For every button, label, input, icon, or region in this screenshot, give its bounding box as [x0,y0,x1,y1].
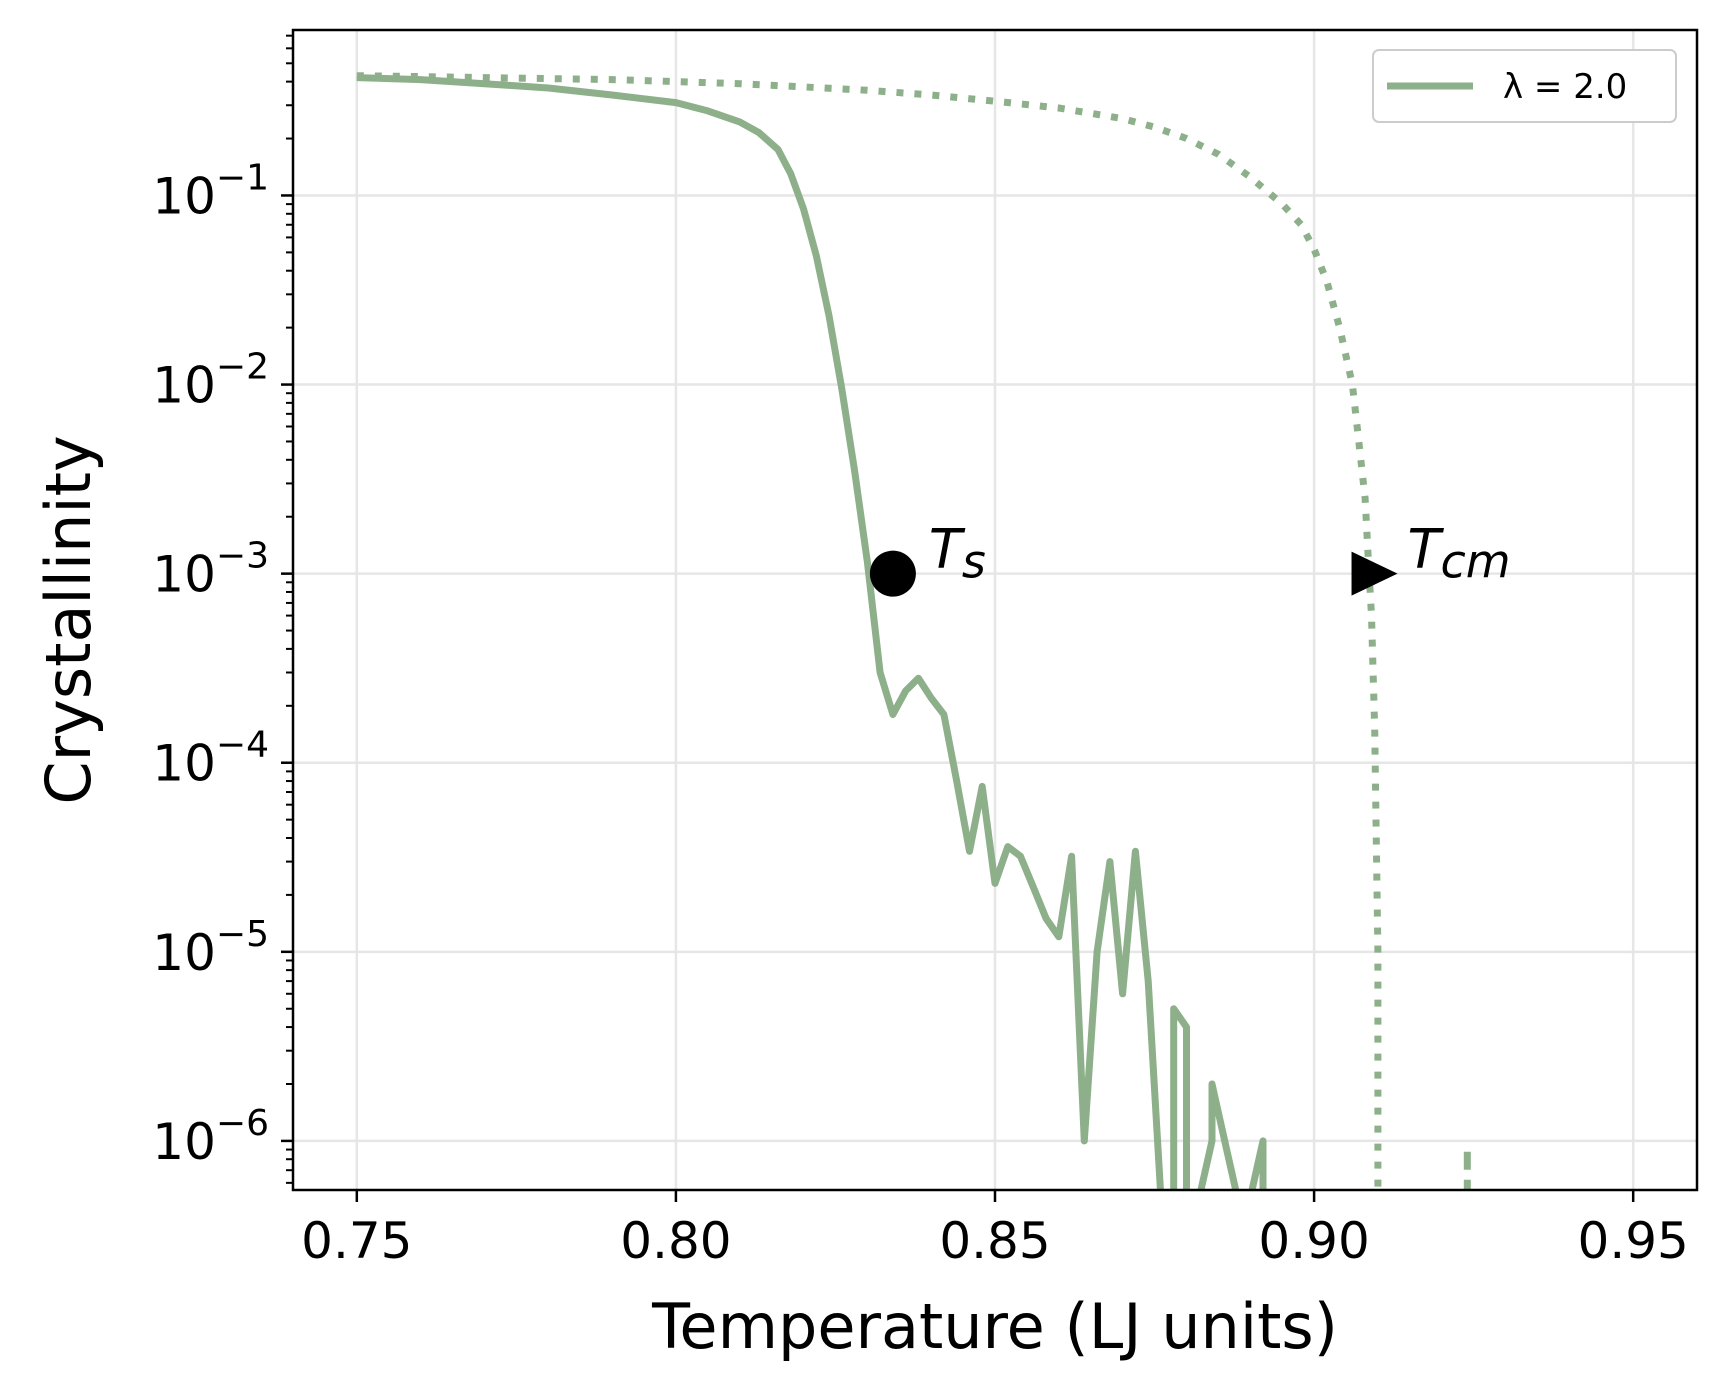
grid-layer [293,30,1697,1190]
y-tick-exponent: −6 [216,1103,269,1144]
marker-label-main: T [1408,518,1445,581]
x-tick-label: 0.80 [620,1212,731,1270]
y-tick-base: 10 [152,167,216,225]
marker-label-sub: s [962,535,986,589]
x-tick-label: 0.95 [1578,1212,1689,1270]
legend-label: λ = 2.0 [1503,67,1627,107]
tcm-marker [1351,551,1398,596]
y-tick-label: 10−4 [152,725,269,793]
y-tick-base: 10 [152,735,216,793]
series-layer [356,72,1471,1190]
y-tick-label: 10−2 [152,347,269,415]
y-axis-label: Crystallinity [32,435,105,804]
ts-marker-label: Ts [929,518,986,589]
y-tick-exponent: −1 [216,157,269,198]
x-tick-label: 0.85 [939,1212,1050,1270]
y-tick-exponent: −3 [216,536,269,577]
y-tick-label: 10−1 [152,157,269,225]
y-tick-base: 10 [152,546,216,604]
ts-marker [869,550,916,597]
marker-label-main: T [929,518,966,581]
y-tick-base: 10 [152,357,216,415]
x-tick-label: 0.75 [301,1212,412,1270]
y-tick-exponent: −4 [216,725,269,766]
series-line-dotted [356,72,1382,1190]
y-tick-label: 10−3 [152,536,269,604]
marker-layer: Ts Tcm [869,518,1511,597]
y-tick-exponent: −5 [216,914,269,955]
marker-label-sub: cm [1441,535,1511,589]
y-tick-exponent: −2 [216,347,269,388]
x-tick-label: 0.90 [1258,1212,1369,1270]
legend-box [1372,49,1677,123]
y-tick-base: 10 [152,924,216,982]
tick-layer: 0.75 0.80 0.85 0.90 0.9510−110−210−310−410−5… [152,34,1689,1270]
x-axis-label: Temperature (LJ units) [651,1290,1338,1363]
legend: λ = 2.0 [1372,49,1677,123]
series-line-solid [356,74,1267,1190]
tcm-marker-label: Tcm [1408,518,1511,589]
y-tick-label: 10−6 [152,1103,269,1171]
y-tick-base: 10 [152,1113,216,1171]
y-tick-label: 10−5 [152,914,269,982]
